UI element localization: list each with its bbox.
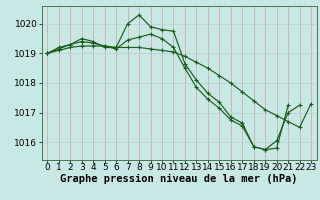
X-axis label: Graphe pression niveau de la mer (hPa): Graphe pression niveau de la mer (hPa) bbox=[60, 174, 298, 184]
